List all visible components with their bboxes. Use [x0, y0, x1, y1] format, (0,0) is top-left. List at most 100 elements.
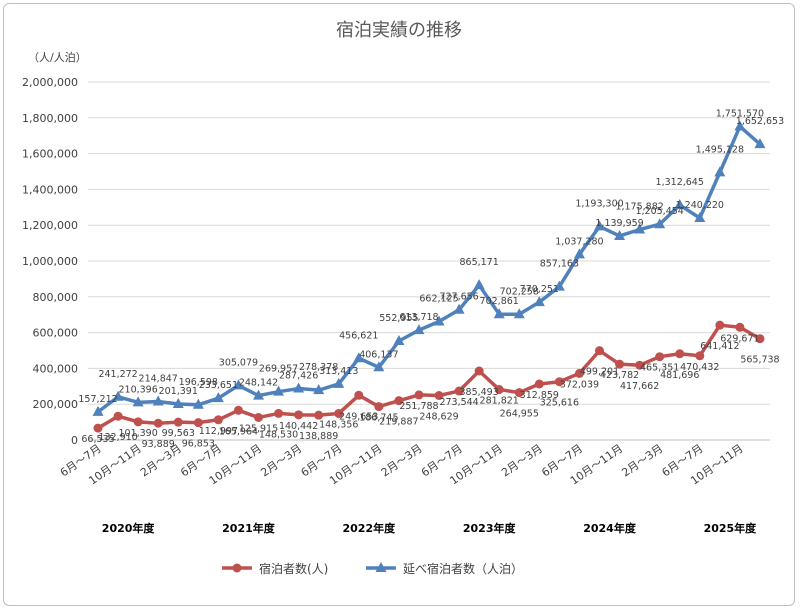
data-label: 1,139,959	[595, 218, 643, 229]
data-point	[153, 418, 163, 428]
series-line	[97, 323, 761, 430]
data-label: 313,413	[319, 366, 358, 377]
data-point	[494, 385, 504, 395]
data-label: 857,163	[540, 259, 579, 270]
data-point	[533, 296, 545, 307]
data-label: 101,390	[118, 428, 157, 439]
data-label: 249,653	[339, 411, 378, 422]
data-point	[434, 390, 444, 400]
data-point	[634, 223, 646, 234]
data-point	[755, 334, 765, 344]
series-1	[93, 320, 765, 433]
data-label: 273,544	[439, 397, 478, 408]
data-label: 165,964	[219, 426, 258, 437]
data-point	[734, 120, 746, 131]
data-label: 1,175,882	[615, 202, 663, 213]
x-tick-label: 2月～3月	[499, 442, 545, 480]
data-label: 385,493	[459, 387, 498, 398]
y-tick-label: 600,000	[33, 327, 79, 340]
data-label: 770,251	[520, 284, 559, 295]
data-label: 423,782	[600, 370, 639, 381]
data-point	[595, 346, 604, 356]
data-label: 210,396	[118, 384, 157, 395]
data-label: 372,039	[560, 379, 599, 390]
data-label: 157,212	[78, 394, 117, 405]
x-tick-label: 2月～3月	[379, 442, 425, 480]
data-point	[714, 166, 726, 177]
data-point	[715, 320, 725, 330]
data-point	[534, 379, 544, 389]
y-tick-label: 0	[71, 434, 78, 447]
series-2	[92, 120, 766, 416]
data-label: 186,745	[359, 413, 398, 424]
data-label: 406,137	[359, 349, 398, 360]
data-point	[553, 280, 565, 291]
data-point	[212, 392, 224, 403]
x-axis: 6月～7月10月～11月2月～3月6月～7月10月～11月2月～3月6月～7月1…	[58, 439, 770, 535]
data-point	[354, 390, 364, 400]
data-point	[614, 229, 626, 240]
data-label: 125,915	[239, 423, 278, 434]
data-point	[373, 361, 385, 372]
data-label: 1,240,220	[676, 200, 724, 211]
data-point	[635, 360, 645, 370]
data-label: 1,312,645	[656, 177, 704, 188]
data-point	[735, 322, 745, 332]
data-label: 148,356	[319, 419, 358, 430]
data-label: 325,616	[540, 398, 579, 409]
data-label: 565,738	[740, 355, 779, 366]
data-label: 1,037,280	[555, 236, 603, 247]
data-point	[193, 418, 203, 428]
data-label: 248,142	[239, 378, 278, 389]
data-point	[655, 352, 665, 362]
data-label: 465,351	[640, 363, 679, 374]
data-label: 1,652,653	[736, 116, 784, 127]
data-label: 219,887	[379, 417, 418, 428]
data-point	[93, 423, 103, 433]
x-tick-label: 2月～3月	[619, 442, 665, 480]
data-point	[654, 218, 666, 229]
fiscal-year-label: 2021年度	[222, 521, 276, 535]
data-point	[132, 396, 144, 407]
data-label: 1,495,128	[696, 144, 744, 155]
data-point	[113, 411, 123, 421]
data-point	[394, 396, 404, 406]
data-point	[414, 390, 424, 400]
data-label: 248,629	[419, 411, 458, 422]
legend: 宿泊者数(人) 延べ宿泊者数（人泊）	[222, 561, 523, 576]
data-label: 1,751,570	[716, 108, 764, 119]
data-point	[453, 303, 465, 314]
data-point	[474, 366, 484, 376]
data-label: 96,853	[182, 439, 215, 450]
data-label: 641,412	[700, 341, 739, 352]
data-label: 662,125	[419, 293, 458, 304]
data-label: 499,201	[580, 367, 619, 378]
data-point	[294, 410, 304, 420]
data-point	[493, 308, 505, 319]
fiscal-year-label: 2023年度	[463, 521, 517, 535]
data-label: 269,957	[259, 364, 298, 375]
fiscal-year-label: 2024年度	[583, 521, 637, 535]
y-axis: 0 200,000 400,000 600,000 800,000 1,000,000 1,…	[22, 76, 78, 447]
legend-label: 延べ宿泊者数（人泊）	[403, 561, 523, 576]
data-point	[293, 382, 305, 393]
data-label: 99,563	[162, 428, 195, 439]
legend-marker	[375, 562, 387, 572]
y-tick-label: 1,000,000	[22, 255, 78, 268]
data-point	[413, 324, 425, 335]
data-label: 196,598	[179, 377, 218, 388]
data-point	[594, 220, 605, 231]
data-label: 727,656	[439, 292, 478, 303]
data-label: 1,193,300	[575, 198, 623, 209]
data-point	[554, 377, 564, 387]
data-point	[274, 408, 284, 418]
data-point	[695, 351, 705, 361]
y-tick-label: 200,000	[33, 398, 79, 411]
data-label: 865,171	[459, 257, 498, 268]
data-point	[473, 279, 485, 290]
data-label: 251,788	[399, 401, 438, 412]
data-label: 148,530	[259, 429, 298, 440]
data-point	[192, 398, 204, 409]
data-label: 312,859	[520, 390, 559, 401]
